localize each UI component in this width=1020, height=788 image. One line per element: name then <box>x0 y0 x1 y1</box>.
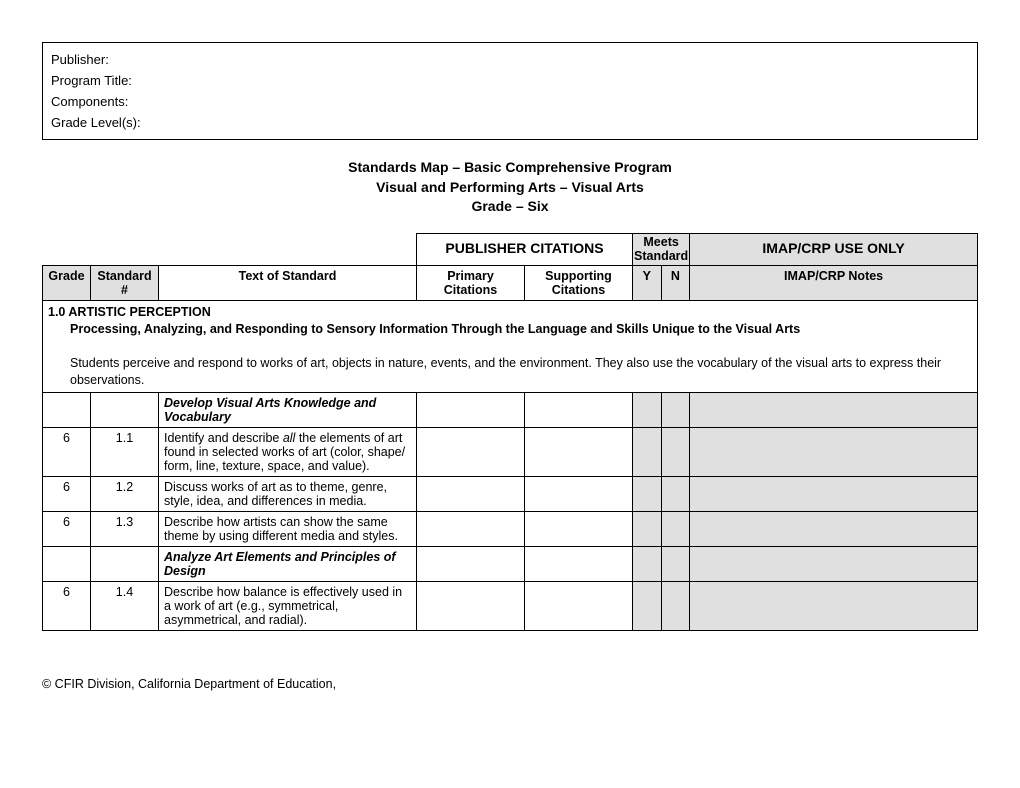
col-y: Y <box>633 266 662 301</box>
cell-text: Develop Visual Arts Knowledge and Vocabu… <box>159 392 417 427</box>
cell-primary <box>417 476 525 511</box>
section-subheading: Processing, Analyzing, and Responding to… <box>48 321 972 338</box>
blank-top-left <box>43 233 417 266</box>
meets-standard-header: Meets Standard <box>633 233 690 266</box>
cell-y <box>633 511 662 546</box>
cell-supporting <box>525 427 633 476</box>
cell-supporting <box>525 546 633 581</box>
cell-supporting <box>525 511 633 546</box>
table-row: Analyze Art Elements and Principles of D… <box>43 546 978 581</box>
cell-notes <box>690 546 978 581</box>
cell-n <box>661 392 690 427</box>
col-n: N <box>661 266 690 301</box>
cell-n <box>661 511 690 546</box>
col-standard-num: Standard # <box>91 266 159 301</box>
cell-grade <box>43 546 91 581</box>
table-row: 61.2Discuss works of art as to theme, ge… <box>43 476 978 511</box>
column-header-row: Grade Standard # Text of Standard Primar… <box>43 266 978 301</box>
cell-grade: 6 <box>43 427 91 476</box>
cell-supporting <box>525 581 633 630</box>
cell-primary <box>417 392 525 427</box>
publisher-label: Publisher: <box>51 49 969 70</box>
cell-text: Describe how artists can show the same t… <box>159 511 417 546</box>
cell-y <box>633 427 662 476</box>
col-supporting-citations: Supporting Citations <box>525 266 633 301</box>
cell-y <box>633 546 662 581</box>
table-row: 61.4Describe how balance is effectively … <box>43 581 978 630</box>
publisher-citations-header: PUBLISHER CITATIONS <box>417 233 633 266</box>
table-row: Develop Visual Arts Knowledge and Vocabu… <box>43 392 978 427</box>
section-body: Students perceive and respond to works o… <box>48 355 972 389</box>
footer-text: © CFIR Division, California Department o… <box>42 677 978 691</box>
cell-standard-num: 1.4 <box>91 581 159 630</box>
cell-primary <box>417 581 525 630</box>
cell-n <box>661 427 690 476</box>
col-primary-citations: Primary Citations <box>417 266 525 301</box>
col-notes: IMAP/CRP Notes <box>690 266 978 301</box>
title-line-2: Visual and Performing Arts – Visual Arts <box>42 178 978 198</box>
cell-standard-num <box>91 546 159 581</box>
cell-supporting <box>525 392 633 427</box>
section-heading: 1.0 ARTISTIC PERCEPTION <box>48 305 211 319</box>
table-row: 61.3Describe how artists can show the sa… <box>43 511 978 546</box>
section-cell: 1.0 ARTISTIC PERCEPTION Processing, Anal… <box>43 301 978 392</box>
section-row: 1.0 ARTISTIC PERCEPTION Processing, Anal… <box>43 301 978 392</box>
imap-use-only-header: IMAP/CRP USE ONLY <box>690 233 978 266</box>
cell-y <box>633 476 662 511</box>
cell-standard-num: 1.2 <box>91 476 159 511</box>
cell-supporting <box>525 476 633 511</box>
cell-standard-num: 1.1 <box>91 427 159 476</box>
program-title-label: Program Title: <box>51 70 969 91</box>
cell-notes <box>690 511 978 546</box>
standards-table: PUBLISHER CITATIONS Meets Standard IMAP/… <box>42 233 978 631</box>
cell-primary <box>417 427 525 476</box>
cell-n <box>661 546 690 581</box>
cell-grade: 6 <box>43 581 91 630</box>
cell-notes <box>690 476 978 511</box>
cell-notes <box>690 427 978 476</box>
cell-text: Discuss works of art as to theme, genre,… <box>159 476 417 511</box>
components-label: Components: <box>51 91 969 112</box>
cell-notes <box>690 392 978 427</box>
grade-levels-label: Grade Level(s): <box>51 112 969 133</box>
cell-y <box>633 581 662 630</box>
table-row: 61.1Identify and describe all the elemen… <box>43 427 978 476</box>
title-block: Standards Map – Basic Comprehensive Prog… <box>42 158 978 217</box>
cell-standard-num: 1.3 <box>91 511 159 546</box>
cell-n <box>661 476 690 511</box>
cell-notes <box>690 581 978 630</box>
header-box: Publisher: Program Title: Components: Gr… <box>42 42 978 140</box>
cell-y <box>633 392 662 427</box>
col-text-of-standard: Text of Standard <box>159 266 417 301</box>
title-line-1: Standards Map – Basic Comprehensive Prog… <box>42 158 978 178</box>
cell-grade: 6 <box>43 511 91 546</box>
col-grade: Grade <box>43 266 91 301</box>
cell-standard-num <box>91 392 159 427</box>
cell-text: Describe how balance is effectively used… <box>159 581 417 630</box>
cell-grade <box>43 392 91 427</box>
title-line-3: Grade – Six <box>42 197 978 217</box>
cell-n <box>661 581 690 630</box>
cell-primary <box>417 511 525 546</box>
cell-grade: 6 <box>43 476 91 511</box>
cell-primary <box>417 546 525 581</box>
top-header-row: PUBLISHER CITATIONS Meets Standard IMAP/… <box>43 233 978 266</box>
cell-text: Analyze Art Elements and Principles of D… <box>159 546 417 581</box>
cell-text: Identify and describe all the elements o… <box>159 427 417 476</box>
